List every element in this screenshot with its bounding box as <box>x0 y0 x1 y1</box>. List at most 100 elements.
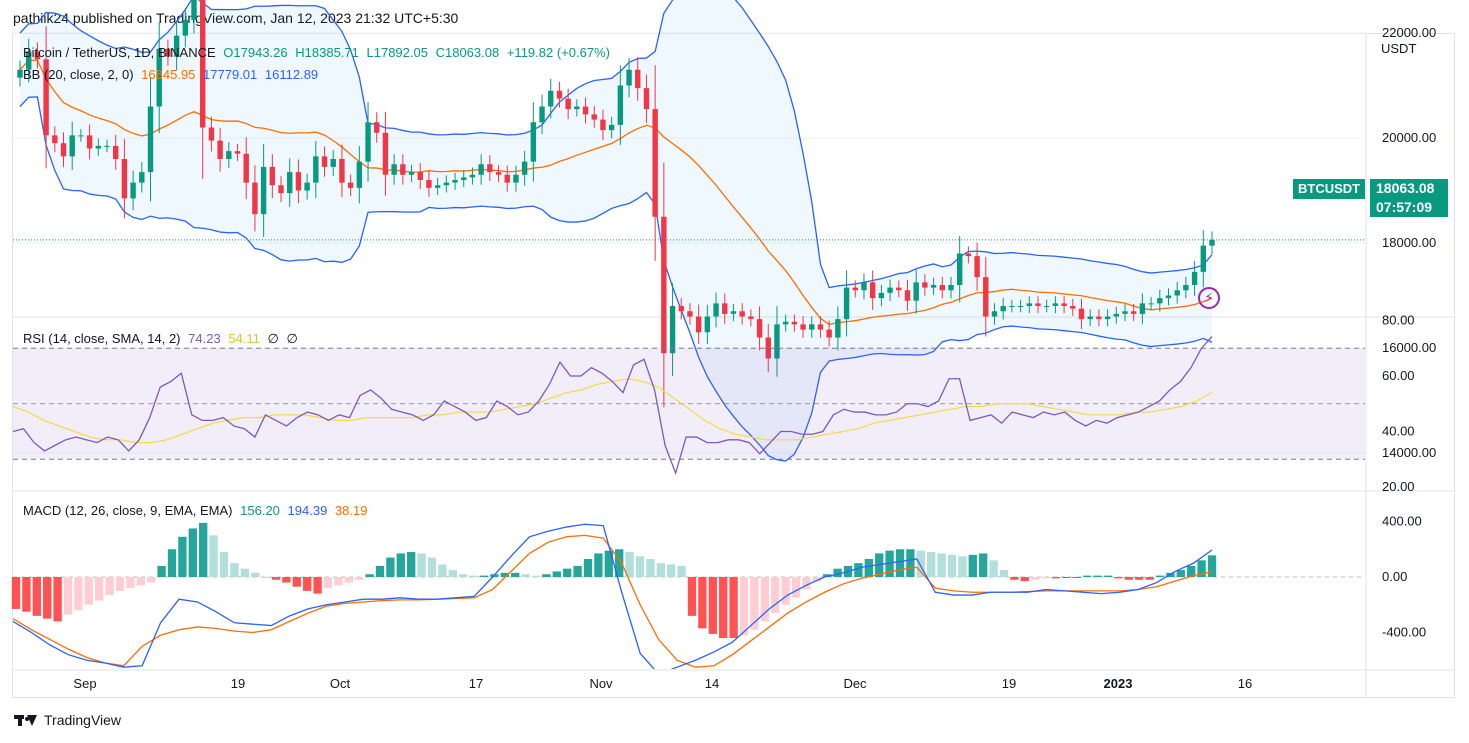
candle <box>43 26 49 169</box>
candle-body <box>1009 306 1015 307</box>
macd-histogram-bar <box>864 558 873 577</box>
candle <box>86 124 93 160</box>
bb-legend[interactable]: BB (20, close, 2, 0) 16845.95 17779.01 1… <box>23 67 322 82</box>
candle-body <box>548 90 554 107</box>
candle <box>295 159 302 204</box>
candle-body <box>826 329 832 338</box>
macd-histogram-bar <box>719 577 728 639</box>
candle-body <box>861 282 867 291</box>
candle <box>382 111 389 196</box>
candle <box>965 246 972 264</box>
macd-histogram-bar <box>417 553 426 577</box>
candle <box>765 323 771 373</box>
macd-histogram-bar <box>323 577 333 589</box>
candle-body <box>391 164 397 175</box>
candle <box>60 132 67 168</box>
candle <box>356 146 363 204</box>
candle <box>774 306 780 377</box>
candle-body <box>896 287 902 291</box>
symbol-label[interactable]: Bitcoin / TetherUS, 1D, BINANCE <box>23 45 216 60</box>
candle <box>1174 282 1180 304</box>
macd-histogram-bar <box>677 565 686 577</box>
time-axis-label: Nov <box>589 676 613 691</box>
candle-body <box>887 287 893 293</box>
candle <box>69 121 75 171</box>
macd-histogram-bar <box>396 553 405 577</box>
candle <box>208 116 215 152</box>
macd-histogram-bar <box>147 577 156 583</box>
lightning-icon[interactable]: ⚡ <box>1198 287 1220 309</box>
candle-body <box>765 337 771 359</box>
macd-label[interactable]: MACD (12, 26, close, 9, EMA, EMA) <box>23 503 233 518</box>
macd-histogram-bar <box>95 577 104 601</box>
macd-histogram-bar <box>271 577 281 580</box>
candle-body <box>382 132 389 175</box>
candle <box>782 314 789 332</box>
candle <box>704 304 711 345</box>
candle <box>687 303 693 325</box>
macd-legend[interactable]: MACD (12, 26, close, 9, EMA, EMA) 156.20… <box>23 503 371 518</box>
candle-body <box>1096 316 1102 320</box>
candle-body <box>530 122 537 162</box>
candle <box>1122 304 1128 322</box>
symbol-price-tag: BTCUSDT <box>1293 179 1366 199</box>
candle <box>852 280 858 298</box>
candle-body <box>278 185 284 194</box>
candle-body <box>226 151 232 159</box>
macd-histogram-bar <box>292 577 301 587</box>
bb-fill <box>20 0 1212 462</box>
last-price: 18063.08 <box>1376 180 1435 196</box>
candle <box>591 106 597 128</box>
bb-upper-line <box>19 0 1213 289</box>
macd-histogram-bar <box>823 574 832 577</box>
candle <box>1078 298 1085 330</box>
candle-body <box>426 180 432 188</box>
footer-brand-text: TradingView <box>44 712 122 728</box>
candle <box>948 276 954 299</box>
rsi-ma-value: 54.11 <box>228 331 260 346</box>
candle-body <box>339 159 345 183</box>
bb-lower-line <box>19 96 1213 462</box>
symbol-legend[interactable]: Bitcoin / TetherUS, 1D, BINANCE O17943.2… <box>23 45 614 60</box>
candle <box>1096 309 1102 327</box>
candle <box>182 8 189 48</box>
bb-label[interactable]: BB (20, close, 2, 0) <box>23 67 134 82</box>
macd-histogram-bar <box>781 577 790 605</box>
candle-body <box>173 35 180 57</box>
rsi-label[interactable]: RSI (14, close, SMA, 14, 2) <box>23 331 181 346</box>
candle-body <box>1087 316 1093 320</box>
candle <box>643 74 650 123</box>
macd-histogram-bar <box>698 577 707 629</box>
candle <box>26 38 32 83</box>
candle-body <box>948 285 954 291</box>
macd-histogram-bar <box>219 552 229 577</box>
candle-body <box>69 135 75 157</box>
candle-body <box>643 88 650 110</box>
candle-body <box>487 164 493 173</box>
macd-axis-label: 400.00 <box>1382 514 1422 529</box>
candle-body <box>52 135 58 144</box>
rsi-legend[interactable]: RSI (14, close, SMA, 14, 2) 74.23 54.11 … <box>23 331 302 347</box>
candle <box>869 270 876 310</box>
macd-histogram-bar <box>365 574 374 577</box>
bar-countdown: 07:57:09 <box>1376 199 1433 215</box>
macd-histogram-bar <box>240 568 249 577</box>
candle <box>78 129 84 142</box>
macd-histogram-bar <box>563 568 572 577</box>
candle <box>1113 306 1119 324</box>
candle <box>652 65 658 261</box>
candle-body <box>774 324 780 359</box>
macd-histogram-bar <box>583 558 593 577</box>
time-axis-label: Dec <box>843 676 867 691</box>
rsi-na-2: ∅ <box>286 331 298 346</box>
candle-body <box>1191 271 1198 285</box>
candle-body <box>182 19 189 36</box>
candle <box>565 88 571 120</box>
candle-body <box>652 109 658 217</box>
candle <box>922 274 928 296</box>
bb-basis-value: 16845.95 <box>141 67 196 82</box>
ohlc-close: C18063.08 <box>435 45 500 60</box>
footer-brand[interactable]: TradingView <box>14 712 121 728</box>
macd-histogram-bar <box>1197 560 1206 577</box>
